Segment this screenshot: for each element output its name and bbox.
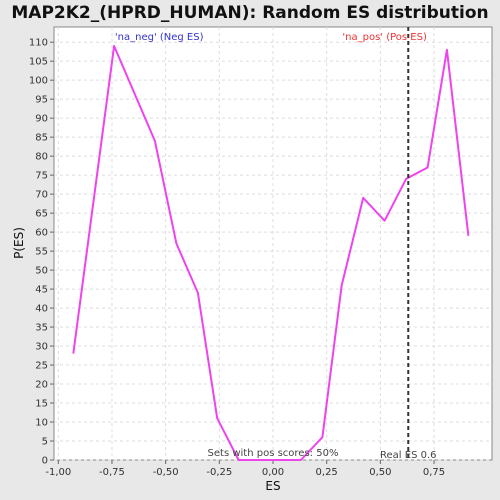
y-tick-label: 0 (42, 456, 48, 467)
y-tick-label: 5 (42, 437, 48, 448)
x-axis-label: ES (265, 479, 280, 493)
y-tick-label: 20 (35, 380, 48, 391)
y-tick-label: 75 (35, 171, 48, 182)
x-tick-label: -0,25 (206, 467, 232, 478)
y-tick-label: 55 (35, 247, 48, 258)
y-tick-label: 45 (35, 285, 48, 296)
y-tick-label: 80 (35, 152, 48, 163)
y-tick-label: 90 (35, 114, 48, 125)
series-line (72, 45, 470, 461)
y-tick-label: 15 (35, 399, 48, 410)
pos-es-label: 'na_pos' (Pos ES) (342, 32, 427, 43)
annotation-layer: Real ES 0.6 'na_neg' (Neg ES) 'na_pos' (Po… (115, 27, 437, 461)
y-tick-label: 100 (29, 76, 48, 87)
y-tick-label: 30 (35, 342, 48, 353)
y-tick-label: 35 (35, 323, 48, 334)
y-tick-label: 110 (29, 38, 48, 49)
x-tick-label: -0,50 (153, 467, 179, 478)
pos-scores-label: Sets with pos scores: 50% (208, 448, 339, 459)
y-tick-label: 10 (35, 418, 48, 429)
axis-layer: 0 5 10 15 20 25 30 35 40 45 50 55 60 65 70 75 80 85 90 95 10… (29, 38, 445, 478)
real-es-label: Real ES 0.6 (380, 450, 436, 461)
chart-title: MAP2K2_(HPRD_HUMAN): Random ES distribut… (11, 3, 488, 23)
x-tick-label: -1,00 (45, 467, 71, 478)
y-tick-label: 65 (35, 209, 48, 220)
x-tick-label: 0,50 (369, 467, 391, 478)
y-tick-label: 40 (35, 304, 48, 315)
y-tick-label: 60 (35, 228, 48, 239)
neg-es-label: 'na_neg' (Neg ES) (115, 32, 204, 43)
x-tick-label: 0,25 (316, 467, 338, 478)
y-axis-label: P(ES) (12, 227, 26, 259)
x-tick-label: 0,00 (262, 467, 284, 478)
series-layer (72, 45, 470, 461)
y-tick-label: 25 (35, 361, 48, 372)
x-tick-label: -0,75 (99, 467, 125, 478)
y-tick-label: 95 (35, 95, 48, 106)
grid-layer (54, 27, 492, 461)
y-tick-label: 105 (29, 57, 48, 68)
y-tick-label: 70 (35, 190, 48, 201)
x-tick-label: 0,75 (423, 467, 445, 478)
y-tick-label: 50 (35, 266, 48, 277)
y-tick-label: 85 (35, 133, 48, 144)
